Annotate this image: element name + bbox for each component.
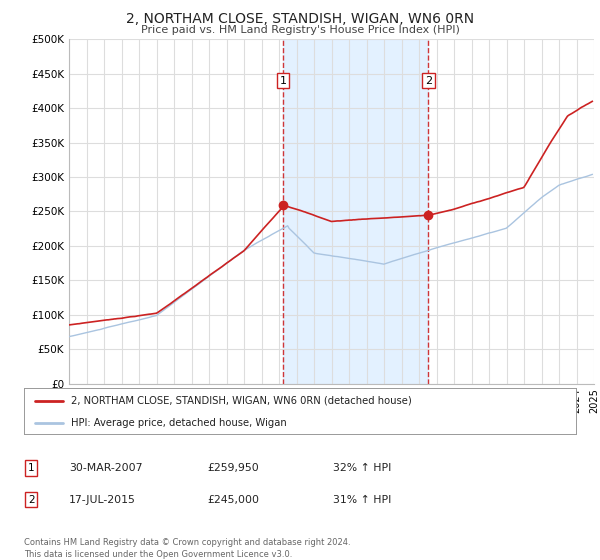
- Text: Contains HM Land Registry data © Crown copyright and database right 2024.
This d: Contains HM Land Registry data © Crown c…: [24, 538, 350, 559]
- Text: £259,950: £259,950: [207, 463, 259, 473]
- Text: 32% ↑ HPI: 32% ↑ HPI: [333, 463, 391, 473]
- Text: 2, NORTHAM CLOSE, STANDISH, WIGAN, WN6 0RN (detached house): 2, NORTHAM CLOSE, STANDISH, WIGAN, WN6 0…: [71, 396, 412, 406]
- Text: Price paid vs. HM Land Registry's House Price Index (HPI): Price paid vs. HM Land Registry's House …: [140, 25, 460, 35]
- Text: £245,000: £245,000: [207, 494, 259, 505]
- Text: 2: 2: [425, 76, 432, 86]
- Text: 2, NORTHAM CLOSE, STANDISH, WIGAN, WN6 0RN: 2, NORTHAM CLOSE, STANDISH, WIGAN, WN6 0…: [126, 12, 474, 26]
- Text: 1: 1: [28, 463, 35, 473]
- Text: 30-MAR-2007: 30-MAR-2007: [69, 463, 143, 473]
- Text: 2: 2: [28, 494, 35, 505]
- Text: 1: 1: [280, 76, 287, 86]
- Bar: [283, 39, 428, 384]
- Text: 17-JUL-2015: 17-JUL-2015: [69, 494, 136, 505]
- Text: 31% ↑ HPI: 31% ↑ HPI: [333, 494, 391, 505]
- Text: HPI: Average price, detached house, Wigan: HPI: Average price, detached house, Wiga…: [71, 418, 287, 427]
